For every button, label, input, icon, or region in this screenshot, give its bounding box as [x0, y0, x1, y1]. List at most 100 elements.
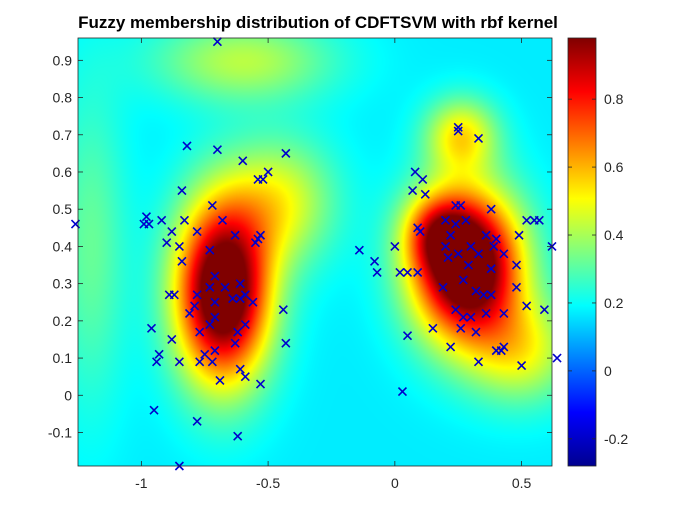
- data-point-marker: [240, 372, 250, 382]
- colorbar-tick-label: 0.6: [604, 159, 624, 175]
- data-point-marker: [212, 37, 222, 47]
- data-point-marker: [167, 226, 177, 237]
- data-point-marker: [235, 279, 245, 289]
- data-point-marker: [486, 264, 496, 274]
- data-point-marker: [451, 305, 461, 315]
- data-point-marker: [420, 189, 430, 199]
- data-point-marker: [456, 200, 466, 211]
- colorbar-ticks: -0.2 0 0.2 0.4 0.6 0.8: [568, 91, 628, 447]
- data-point-marker: [481, 308, 491, 318]
- data-point-marker: [174, 241, 184, 251]
- data-point-marker: [552, 353, 562, 363]
- y-tick-label: -0.1: [48, 425, 72, 441]
- x-tick-label: -1: [135, 475, 148, 491]
- data-point-marker: [195, 357, 205, 367]
- y-tick-label: 0: [64, 387, 72, 403]
- data-point-marker: [192, 290, 202, 300]
- x-tick-label: -0.5: [256, 475, 280, 491]
- data-point-marker: [522, 301, 532, 311]
- data-point-marker: [281, 338, 291, 348]
- data-point-marker: [200, 349, 210, 359]
- data-point-marker: [228, 293, 238, 304]
- data-point-marker: [215, 375, 225, 385]
- data-point-marker: [451, 219, 461, 229]
- x-tick-label: 0.5: [512, 475, 532, 491]
- data-point-marker: [491, 346, 501, 356]
- data-point-marker: [438, 282, 448, 292]
- data-point-marker: [446, 230, 456, 240]
- data-point-marker: [511, 260, 522, 270]
- data-point-marker: [410, 167, 420, 177]
- data-point-marker: [489, 241, 499, 251]
- data-point-marker: [192, 226, 202, 237]
- plot-frame: [77, 37, 553, 467]
- data-point-marker: [372, 267, 382, 278]
- colorbar-gradient: [567, 37, 597, 467]
- data-point-marker: [255, 379, 266, 389]
- data-point-marker: [473, 249, 484, 259]
- data-point-marker: [179, 215, 190, 225]
- data-point-marker: [255, 230, 266, 240]
- y-tick-label: 0.5: [53, 201, 73, 217]
- data-point-marker: [514, 230, 524, 240]
- data-point-marker: [511, 282, 522, 292]
- data-point-marker: [162, 238, 172, 248]
- data-point-marker: [456, 323, 466, 333]
- colorbar-tick-label: 0.4: [604, 227, 624, 243]
- plot-area: -1 -0.5 0 0.5 -0.1 0 0.1 0.2 0.3 0.4 0.5 0.6 0.7 0.8…: [48, 37, 562, 491]
- data-point-marker: [184, 308, 195, 318]
- data-point-marker: [182, 141, 192, 151]
- data-point-marker: [235, 293, 245, 304]
- data-point-marker: [253, 174, 263, 184]
- data-point-marker: [370, 256, 380, 266]
- data-point-marker: [164, 290, 174, 300]
- data-point-marker: [413, 267, 423, 278]
- data-point-marker: [478, 290, 489, 300]
- data-point-marker: [466, 312, 476, 322]
- y-tick-label: 0.6: [53, 164, 73, 180]
- data-point-marker: [278, 305, 288, 315]
- colorbar: -0.2 0 0.2 0.4 0.6 0.8: [567, 37, 628, 467]
- data-point-marker: [408, 186, 418, 196]
- data-point-marker: [522, 215, 532, 225]
- data-point-marker: [473, 357, 484, 367]
- x-axis: -1 -0.5 0 0.5: [135, 38, 532, 491]
- data-point-marker: [250, 238, 260, 248]
- data-point-marker: [205, 245, 215, 255]
- data-point-marker: [233, 327, 243, 337]
- data-point-marker: [440, 241, 451, 251]
- data-point-marker: [453, 126, 463, 136]
- data-point-marker: [210, 297, 220, 307]
- y-tick-label: 0.2: [53, 313, 73, 329]
- data-point-marker: [415, 226, 425, 237]
- data-point-marker: [428, 323, 438, 333]
- data-point-marker: [210, 346, 220, 356]
- data-point-marker: [207, 200, 217, 211]
- data-point-marker: [491, 234, 501, 244]
- data-point-marker: [190, 301, 200, 311]
- data-point-marker: [207, 357, 217, 367]
- data-point-marker: [205, 320, 215, 330]
- data-point-marker: [220, 282, 230, 292]
- data-point-marker: [402, 267, 413, 278]
- data-point-marker: [177, 256, 187, 266]
- data-point-marker: [418, 174, 428, 184]
- y-tick-label: 0.1: [53, 350, 73, 366]
- colorbar-tick-label: -0.2: [604, 431, 628, 447]
- data-point-marker: [446, 342, 456, 352]
- data-point-marker: [210, 271, 220, 281]
- data-point-marker: [354, 245, 364, 255]
- data-point-marker: [440, 215, 451, 225]
- data-point-marker: [157, 215, 167, 225]
- data-point-marker: [481, 230, 491, 240]
- data-point-marker: [397, 386, 408, 397]
- membership-heatmap: [78, 38, 552, 466]
- data-point-marker: [473, 133, 484, 144]
- colorbar-tick-label: 0.8: [604, 91, 624, 107]
- data-point-marker: [233, 431, 243, 441]
- data-point-marker: [458, 312, 468, 322]
- data-point-marker: [192, 416, 202, 426]
- data-point-marker: [177, 186, 187, 196]
- data-point-marker: [534, 215, 544, 225]
- x-tick-label: 0: [391, 475, 399, 491]
